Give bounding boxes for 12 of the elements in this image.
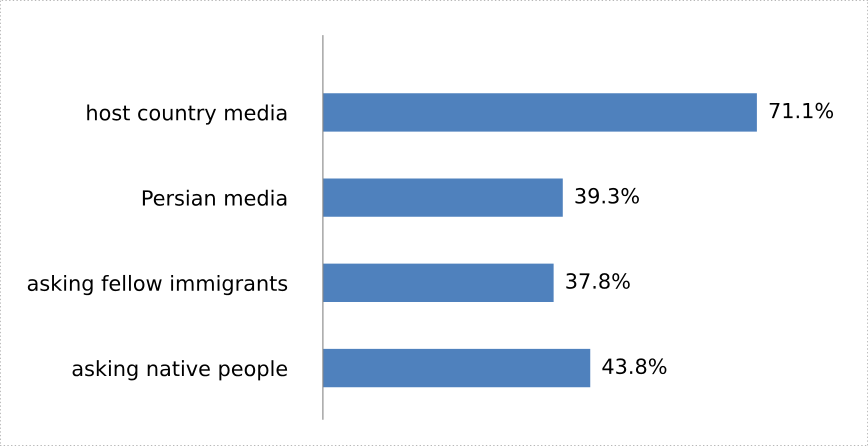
data-label: 37.8% xyxy=(566,273,630,289)
bar xyxy=(322,348,590,388)
bar xyxy=(322,93,757,132)
bar xyxy=(322,264,554,302)
data-label: 71.1% xyxy=(770,102,834,118)
y-tick-label: host country media xyxy=(87,104,286,125)
y-tick-label: asking fellow immigrants xyxy=(28,274,288,296)
bar xyxy=(322,178,563,217)
data-label: 43.8% xyxy=(602,358,666,374)
y-tick-label: Persian media xyxy=(142,190,286,206)
data-label: 39.3% xyxy=(575,188,639,204)
y-tick-label: asking native people xyxy=(72,360,288,380)
